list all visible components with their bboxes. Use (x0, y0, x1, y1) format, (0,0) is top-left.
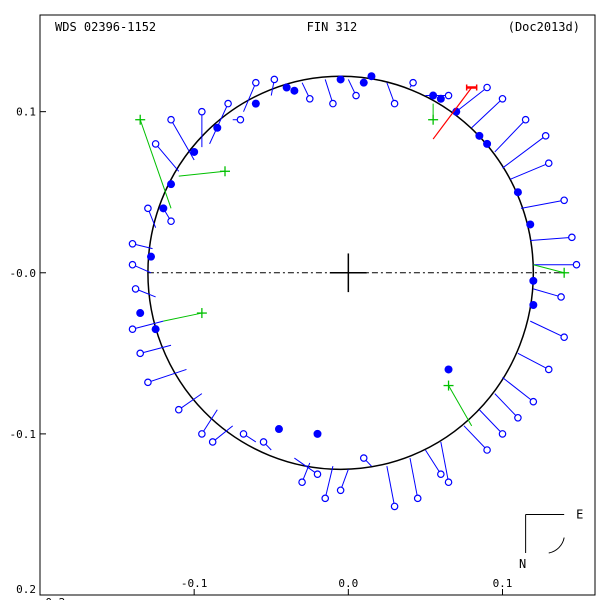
title-center: FIN 312 (307, 20, 358, 34)
svg-text:-0.1: -0.1 (10, 428, 37, 441)
plot-border (40, 15, 595, 595)
svg-text:0.0: 0.0 (338, 577, 358, 590)
svg-text:0.1: 0.1 (16, 106, 36, 119)
plot-container: -0.1 0.0 0.1 -0.1 -0.0 0.1 0.2-0.2 E N WDS 02396… (0, 0, 600, 600)
svg-text:-0.1: -0.1 (181, 577, 208, 590)
title-right: (Doc2013d) (508, 20, 580, 34)
title-left: WDS 02396-1152 (55, 20, 156, 34)
svg-text:0.2: 0.2 (16, 583, 36, 596)
svg-text:-0.0: -0.0 (10, 267, 37, 280)
plot-svg: -0.1 0.0 0.1 -0.1 -0.0 0.1 0.2-0.2 E N (0, 0, 600, 600)
svg-text:E: E (576, 507, 583, 521)
svg-text:N: N (519, 557, 526, 571)
svg-text:0.1: 0.1 (493, 577, 513, 590)
svg-text:-0.2: -0.2 (39, 596, 66, 600)
